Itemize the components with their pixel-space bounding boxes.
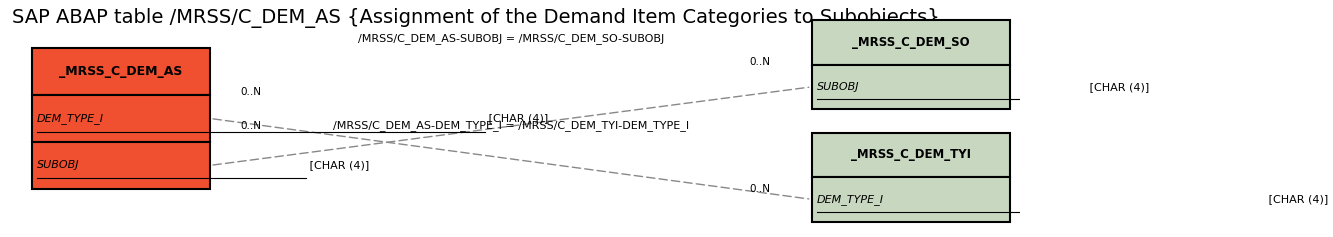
Text: [CHAR (4)]: [CHAR (4)]: [1085, 82, 1149, 92]
Text: SUBOBJ: SUBOBJ: [817, 82, 858, 92]
Bar: [32, 142, 211, 189]
Bar: [32, 48, 211, 95]
Text: _MRSS_C_DEM_AS: _MRSS_C_DEM_AS: [60, 65, 183, 78]
Text: 0..N: 0..N: [749, 184, 770, 194]
Text: SAP ABAP table /MRSS/C_DEM_AS {Assignment of the Demand Item Categories to Subob: SAP ABAP table /MRSS/C_DEM_AS {Assignmen…: [12, 9, 940, 28]
Text: _MRSS_C_DEM_SO: _MRSS_C_DEM_SO: [852, 36, 969, 49]
Text: SUBOBJ: SUBOBJ: [37, 160, 80, 170]
Bar: [812, 177, 1010, 222]
Bar: [812, 132, 1010, 177]
Bar: [32, 95, 211, 142]
Bar: [812, 20, 1010, 65]
Text: [CHAR (4)]: [CHAR (4)]: [307, 160, 369, 170]
Text: [CHAR (4)]: [CHAR (4)]: [1265, 194, 1328, 204]
Text: 0..N: 0..N: [241, 121, 261, 131]
Bar: [812, 65, 1010, 109]
Text: _MRSS_C_DEM_TYI: _MRSS_C_DEM_TYI: [850, 148, 970, 161]
Text: 0..N: 0..N: [749, 57, 770, 67]
Text: DEM_TYPE_I: DEM_TYPE_I: [817, 194, 884, 205]
Text: DEM_TYPE_I: DEM_TYPE_I: [37, 113, 104, 124]
Text: /MRSS/C_DEM_AS-SUBOBJ = /MRSS/C_DEM_SO-SUBOBJ: /MRSS/C_DEM_AS-SUBOBJ = /MRSS/C_DEM_SO-S…: [357, 33, 664, 44]
Text: 0..N: 0..N: [241, 87, 261, 96]
Text: /MRSS/C_DEM_AS-DEM_TYPE_I = /MRSS/C_DEM_TYI-DEM_TYPE_I: /MRSS/C_DEM_AS-DEM_TYPE_I = /MRSS/C_DEM_…: [333, 120, 689, 131]
Text: [CHAR (4)]: [CHAR (4)]: [485, 114, 549, 123]
